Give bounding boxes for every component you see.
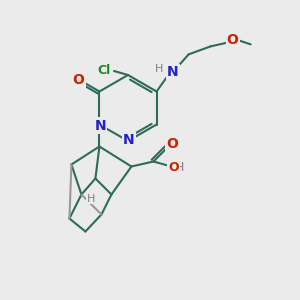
Text: Cl: Cl: [98, 64, 111, 76]
Text: H: H: [87, 194, 96, 203]
Text: O: O: [73, 73, 85, 86]
Text: O: O: [227, 33, 239, 47]
Text: N: N: [167, 65, 178, 79]
Text: N: N: [123, 133, 135, 147]
Text: H: H: [154, 64, 163, 74]
Text: H: H: [175, 161, 184, 174]
Text: O: O: [168, 161, 179, 174]
Text: N: N: [94, 118, 106, 133]
Text: O: O: [167, 136, 178, 151]
